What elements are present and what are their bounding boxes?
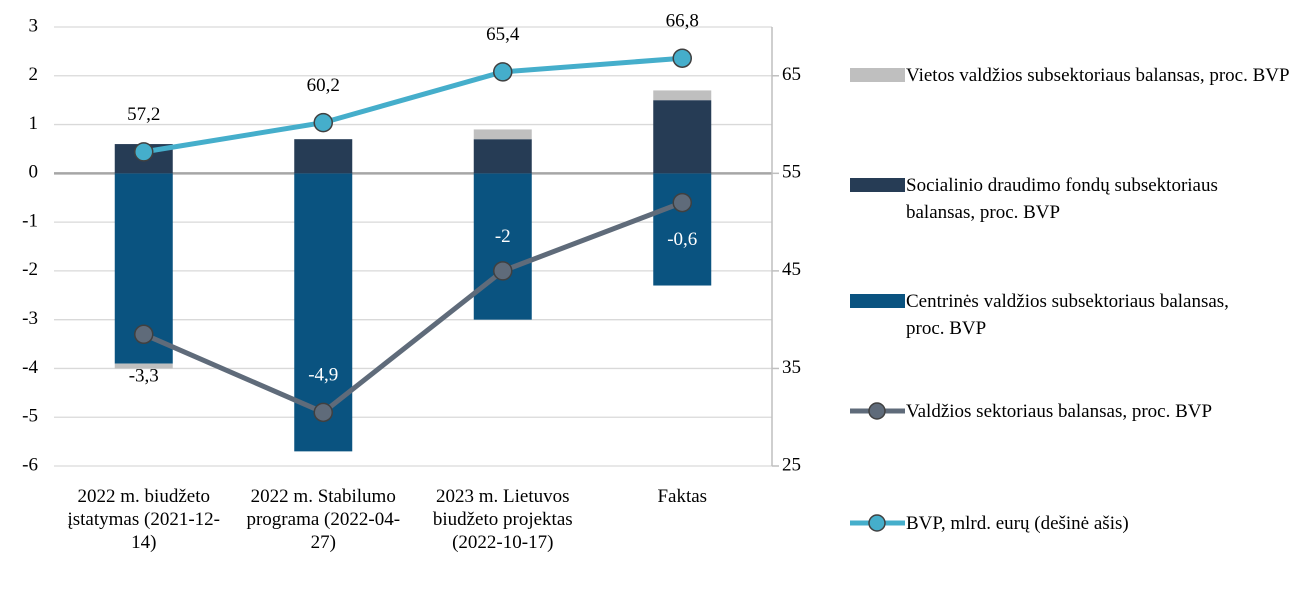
- bar: [473, 173, 532, 320]
- marker: [672, 48, 692, 68]
- data-label: 60,2: [307, 75, 340, 96]
- y2-tick-label: 35: [782, 357, 801, 378]
- y-tick-label: 2: [29, 64, 39, 85]
- y2-tick-label: 45: [782, 259, 801, 280]
- y-tick-label: -6: [22, 454, 38, 475]
- x-tick-label: Faktas: [657, 486, 708, 507]
- y2-tick-label: 25: [782, 454, 801, 475]
- data-label: 57,2: [127, 104, 160, 125]
- legend-marker: [868, 402, 886, 420]
- bar: [653, 90, 712, 101]
- data-label: -4,9: [308, 365, 338, 386]
- legend-label: Valdžios sektoriaus balansas, proc. BVP: [906, 401, 1213, 422]
- data-label: 65,4: [486, 24, 520, 45]
- y-tick-label: 1: [29, 113, 39, 134]
- y-tick-label: -1: [22, 210, 38, 231]
- marker: [672, 192, 692, 213]
- marker: [134, 324, 154, 345]
- legend-swatch: [850, 178, 905, 192]
- y-tick-label: -2: [22, 259, 38, 280]
- y-tick-label: -3: [22, 308, 38, 329]
- marker: [493, 62, 513, 82]
- bar: [653, 173, 712, 286]
- bar: [114, 363, 173, 369]
- marker: [134, 142, 154, 162]
- legend-label: Vietos valdžios subsektoriaus balansas, …: [906, 65, 1290, 86]
- line: [142, 200, 684, 416]
- x-tick-label: 2022 m. biudžeto įstatymas (2021-12-14): [67, 486, 220, 553]
- y2-tick-label: 65: [782, 64, 801, 85]
- legend-label: BVP, mlrd. eurų (dešinė ašis): [906, 513, 1129, 534]
- data-label: -3,3: [129, 366, 159, 387]
- data-label: -0,6: [667, 229, 697, 250]
- x-tick-label: 2022 m. Stabilumo programa (2022-04-27): [246, 486, 401, 553]
- legend-swatch: [850, 294, 905, 308]
- y-tick-label: -4: [22, 357, 38, 378]
- bar: [473, 129, 532, 140]
- line: [143, 55, 683, 155]
- bar: [473, 139, 532, 174]
- marker: [313, 402, 333, 423]
- data-label: -2: [495, 226, 511, 247]
- y2-tick-label: 55: [782, 162, 801, 183]
- legend-label: Centrinės valdžios subsektoriaus balansa…: [906, 291, 1229, 339]
- y-tick-label: -5: [22, 406, 38, 427]
- legend-label: Socialinio draudimo fondų subsektoriaus …: [906, 175, 1218, 223]
- bar: [294, 139, 353, 174]
- bar: [653, 100, 712, 174]
- marker: [313, 112, 333, 133]
- data-label: 66,8: [666, 11, 699, 32]
- marker: [493, 261, 513, 281]
- legend-swatch: [850, 68, 905, 82]
- y-tick-label: 0: [29, 162, 39, 183]
- y-tick-label: 3: [29, 15, 39, 36]
- legend-marker: [868, 514, 886, 532]
- x-tick-label: 2023 m. Lietuvos biudžeto projektas (202…: [432, 486, 573, 553]
